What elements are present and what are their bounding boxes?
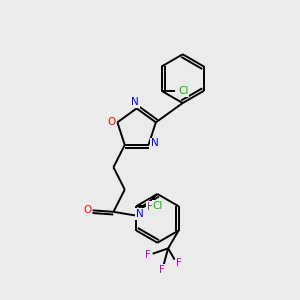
Text: H: H — [147, 202, 154, 212]
Text: O: O — [107, 117, 116, 128]
Text: N: N — [131, 98, 139, 107]
Text: N: N — [136, 209, 144, 219]
Text: Cl: Cl — [153, 201, 163, 211]
Text: Cl: Cl — [178, 86, 188, 96]
Text: F: F — [159, 265, 165, 275]
Text: F: F — [176, 258, 182, 268]
Text: N: N — [151, 139, 159, 148]
Text: O: O — [83, 205, 92, 215]
Text: F: F — [145, 250, 151, 260]
